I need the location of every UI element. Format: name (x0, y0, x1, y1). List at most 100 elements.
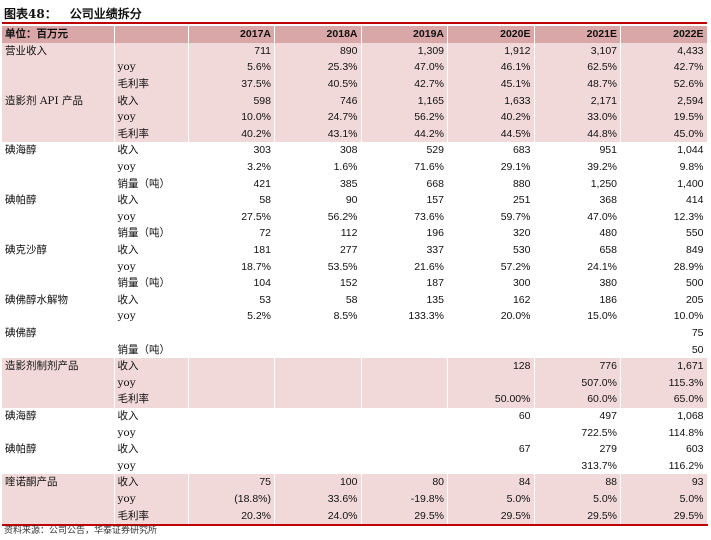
value-cell: 133.3% (361, 308, 448, 325)
value-cell (361, 357, 448, 375)
value-cell (361, 341, 448, 358)
value-cell: 421 (188, 175, 275, 192)
value-cell: 27.5% (188, 208, 275, 226)
value-cell: 43.1% (274, 125, 362, 143)
value-cell: 1,633 (447, 92, 535, 109)
row-label: 碘克沙醇 (2, 241, 115, 259)
value-cell: 28.9% (620, 258, 708, 275)
value-cell: 47.0% (361, 59, 448, 76)
value-cell: 29.5% (447, 507, 535, 526)
table-row: 销量（吨） 104 152 187 300 380 500 (2, 274, 708, 292)
value-cell: 44.2% (361, 125, 448, 143)
value-cell: 24.7% (274, 108, 362, 126)
row-metric: 销量（吨） (114, 225, 189, 242)
value-cell (188, 407, 275, 425)
value-cell (361, 407, 448, 425)
value-cell (361, 324, 448, 342)
value-cell: 75 (620, 324, 708, 342)
value-cell: 56.2% (274, 208, 362, 226)
value-cell: 24.1% (534, 258, 621, 275)
row-label (2, 75, 115, 93)
value-cell: 72 (188, 225, 275, 242)
row-label (2, 391, 115, 408)
value-cell: 152 (274, 274, 362, 292)
value-cell: 24.0% (274, 507, 362, 526)
row-label: 喹诺酮产品 (2, 474, 115, 491)
row-label: 造影剂制剂产品 (2, 357, 115, 375)
value-cell (274, 407, 362, 425)
table-row: yoy 5.2% 8.5% 133.3% 20.0% 15.0% 10.0% (2, 308, 708, 325)
row-label (2, 490, 115, 508)
row-metric: 收入 (114, 407, 189, 425)
value-cell: 19.5% (620, 108, 708, 126)
value-cell: 45.1% (447, 75, 535, 93)
value-cell: 1,912 (447, 42, 535, 60)
row-metric: yoy (114, 424, 189, 441)
table-row: yoy 3.2% 1.6% 71.6% 29.1% 39.2% 9.8% (2, 158, 708, 176)
value-cell: 10.0% (188, 108, 275, 126)
value-cell: 598 (188, 92, 275, 109)
value-cell: 658 (534, 241, 621, 259)
value-cell: 67 (447, 440, 535, 458)
row-metric: yoy (114, 457, 189, 475)
value-cell (274, 324, 362, 342)
value-cell: 40.2% (188, 125, 275, 143)
value-cell: 39.2% (534, 158, 621, 176)
row-metric: yoy (114, 108, 189, 126)
value-cell (447, 424, 535, 441)
value-cell: 44.8% (534, 125, 621, 143)
row-metric: yoy (114, 258, 189, 275)
figure-title-bar: 图表48： 公司业绩拆分 (2, 3, 707, 24)
year-header: 2022E (620, 26, 708, 43)
row-label: 造影剂 API 产品 (2, 92, 115, 109)
value-cell: 303 (188, 142, 275, 159)
value-cell: 47.0% (534, 208, 621, 226)
table-row: 造影剂 API 产品 收入 598 746 1,165 1,633 2,171 2,594 (2, 92, 708, 109)
value-cell: 507.0% (534, 374, 621, 392)
value-cell: 1,068 (620, 407, 708, 425)
value-cell: 60 (447, 407, 535, 425)
table-row: yoy 10.0% 24.7% 56.2% 40.2% 33.0% 19.5% (2, 108, 708, 126)
value-cell: 52.6% (620, 75, 708, 93)
value-cell: 62.5% (534, 59, 621, 76)
row-metric (114, 324, 189, 342)
value-cell (534, 324, 621, 342)
value-cell: 3,107 (534, 42, 621, 60)
value-cell: 186 (534, 291, 621, 309)
row-metric: 收入 (114, 92, 189, 109)
value-cell: 530 (447, 241, 535, 259)
value-cell: 181 (188, 241, 275, 259)
value-cell (188, 440, 275, 458)
row-metric: yoy (114, 490, 189, 508)
table-row: 营业收入 711 890 1,309 1,912 3,107 4,433 (2, 42, 708, 60)
value-cell: 20.0% (447, 308, 535, 325)
value-cell: 1.6% (274, 158, 362, 176)
year-header: 2021E (534, 26, 621, 43)
value-cell: 112 (274, 225, 362, 242)
value-cell: 73.6% (361, 208, 448, 226)
value-cell: 80 (361, 474, 448, 491)
value-cell: 368 (534, 191, 621, 209)
value-cell: 5.6% (188, 59, 275, 76)
value-cell: 187 (361, 274, 448, 292)
value-cell: 50.00% (447, 391, 535, 408)
value-cell: 116.2% (620, 457, 708, 475)
value-cell: 4,433 (620, 42, 708, 60)
row-label (2, 225, 115, 242)
value-cell: 5.2% (188, 308, 275, 325)
value-cell: 880 (447, 175, 535, 192)
value-cell: 251 (447, 191, 535, 209)
value-cell: 57.2% (447, 258, 535, 275)
value-cell: 497 (534, 407, 621, 425)
value-cell: 93 (620, 474, 708, 491)
value-cell: 20.3% (188, 507, 275, 526)
value-cell: 59.7% (447, 208, 535, 226)
table-row: 毛利率 40.2% 43.1% 44.2% 44.5% 44.8% 45.0% (2, 125, 708, 143)
row-metric: 收入 (114, 440, 189, 458)
value-cell: 50 (620, 341, 708, 358)
value-cell: 8.5% (274, 308, 362, 325)
value-cell (361, 457, 448, 475)
table-row: 销量（吨） 421 385 668 880 1,250 1,400 (2, 175, 708, 192)
row-label (2, 108, 115, 126)
row-metric: 收入 (114, 142, 189, 159)
